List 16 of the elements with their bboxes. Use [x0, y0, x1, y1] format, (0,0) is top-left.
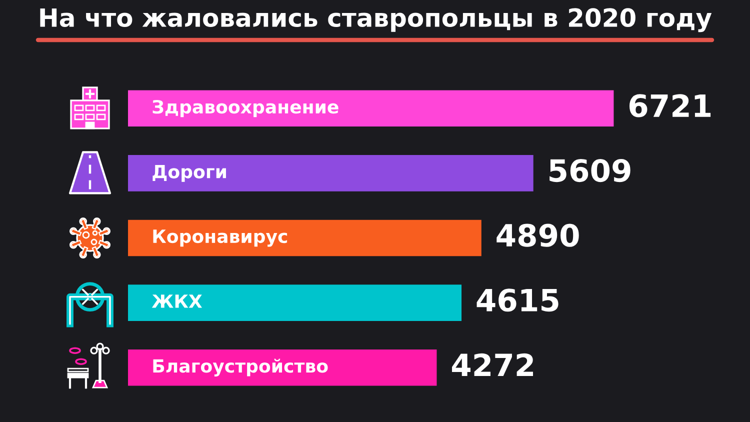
y-tick-label: ЖКХ — [152, 294, 202, 308]
data-label: 4272 — [452, 353, 534, 376]
bar — [128, 284, 462, 321]
y-tick-label: Дороги — [152, 165, 226, 182]
data-label: 4890 — [496, 224, 579, 247]
bar — [128, 220, 482, 256]
data-label: 4615 — [476, 288, 558, 312]
bar — [128, 349, 437, 386]
chart-title: На что жаловались ставропольцы в 2020 году — [40, 8, 712, 32]
data-label: 5609 — [550, 158, 630, 182]
y-tick-label: Коронавирус — [153, 230, 288, 247]
data-label: 6721 — [630, 94, 711, 118]
y-tick-label: Здравоохранение — [152, 100, 338, 118]
bar — [128, 155, 534, 192]
bar — [128, 90, 614, 127]
y-tick-label: Благоустройство — [153, 358, 328, 376]
